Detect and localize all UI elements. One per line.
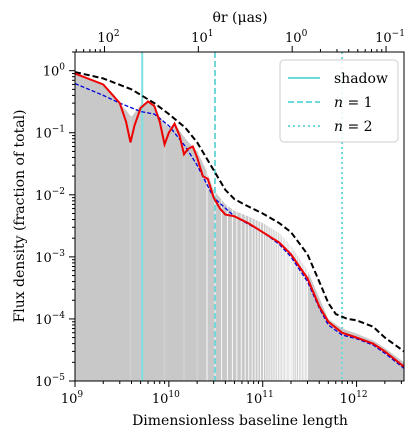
y-tick-label-3: 10−2 xyxy=(35,187,65,204)
amplitude-fill-region xyxy=(75,73,404,381)
series-curve-0 xyxy=(75,71,404,353)
legend-label-2: n = 2 xyxy=(334,119,373,135)
legend: shadow n = 1 n = 2 xyxy=(279,59,399,143)
legend-label-0: shadow xyxy=(334,71,388,87)
legend-box xyxy=(279,59,399,143)
y-tick-label-4: 10−1 xyxy=(35,125,65,142)
y-axis-label: Flux density (fraction of total) xyxy=(12,109,28,322)
x-tick-label-3: 1012 xyxy=(340,390,368,407)
top-tick-label-0: 102 xyxy=(97,29,119,46)
x-tick-label-1: 1010 xyxy=(152,390,180,407)
y-tick-label-1: 10−4 xyxy=(35,311,65,328)
top-axis-label: θr (μas) xyxy=(212,10,267,26)
visibility-amplitude-fill xyxy=(75,73,404,381)
x-tick-label-2: 1011 xyxy=(246,390,274,407)
data-series xyxy=(75,71,404,369)
axes: 109 1010 1011 1012 10−5 10−4 10−3 10−2 10−1 100 10… xyxy=(35,29,405,407)
y-tick-label-2: 10−3 xyxy=(35,249,65,266)
y-tick-label-0: 10−5 xyxy=(35,373,65,390)
top-tick-label-1: 101 xyxy=(191,29,213,46)
y-tick-label-5: 100 xyxy=(43,63,66,80)
plot-frame xyxy=(74,51,405,382)
x-tick-label-0: 109 xyxy=(61,390,84,407)
top-tick-label-3: 10−1 xyxy=(375,29,405,46)
series-curve-2 xyxy=(75,72,404,368)
top-tick-label-2: 100 xyxy=(285,29,308,46)
legend-label-1: n = 1 xyxy=(334,95,373,111)
x-axis-label: Dimensionless baseline length xyxy=(132,413,348,429)
